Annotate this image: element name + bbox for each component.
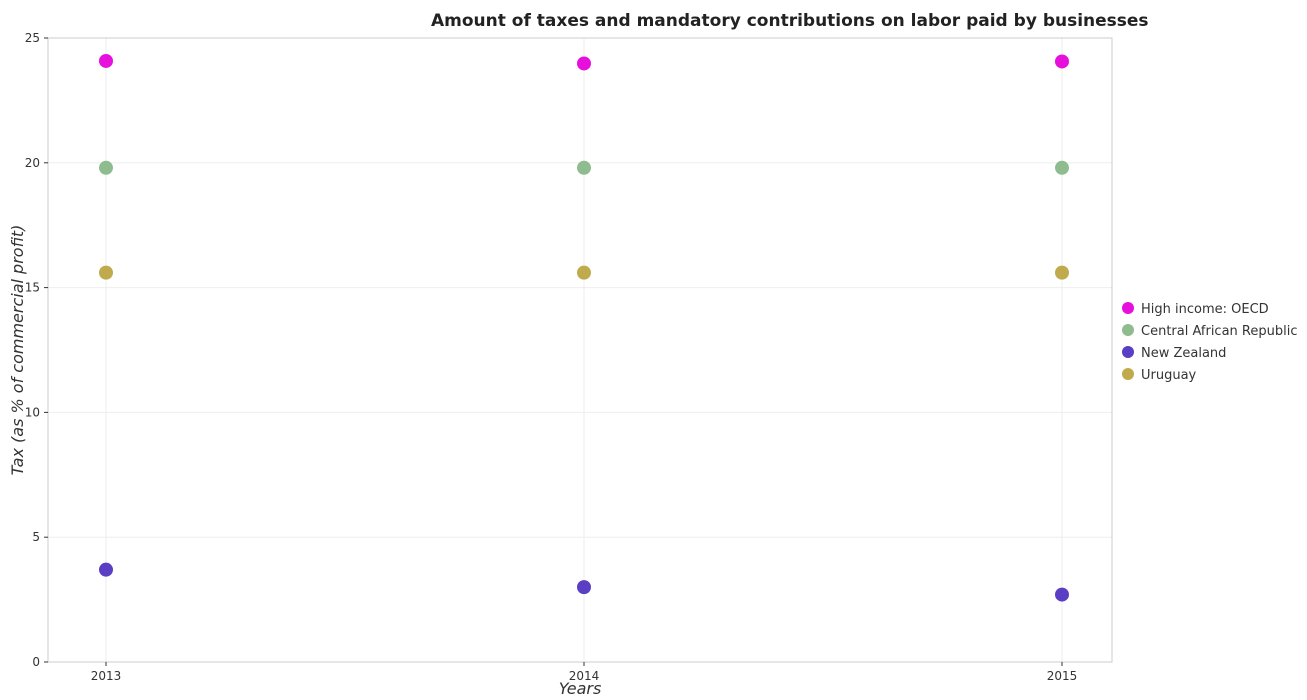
legend-marker [1122,324,1134,336]
x-axis-label: Years [559,679,602,698]
y-axis-label: Tax (as % of commercial profit) [8,225,27,476]
x-tick-label: 2013 [91,669,122,683]
y-tick-label: 10 [25,405,40,419]
y-tick-label: 15 [25,281,40,295]
y-tick-label: 20 [25,156,40,170]
legend-label: High income: OECD [1141,302,1269,317]
data-point [99,562,113,577]
series-2 [99,562,1069,602]
legend-label: Central African Republic [1141,324,1297,339]
legend-marker [1122,302,1134,314]
y-tick-label: 25 [25,31,40,45]
data-point [1055,587,1069,602]
x-axis: 2013 2014 2015 [91,662,1078,683]
data-point [99,160,113,175]
data-point [577,160,591,175]
legend-marker [1122,346,1134,358]
series-0 [99,53,1069,71]
data-point [577,580,591,595]
data-point [1055,160,1069,175]
data-point [99,53,113,68]
legend-label: Uruguay [1141,368,1197,383]
legend-label: New Zealand [1141,346,1226,361]
legend-marker [1122,368,1134,380]
y-tick-label: 0 [32,655,40,669]
data-point [99,265,113,280]
x-tick-label: 2014 [569,669,600,683]
data-point [577,265,591,280]
chart-title: Amount of taxes and mandatory contributi… [431,11,1149,31]
data-point [1055,265,1069,280]
legend: High income: OECD Central African Republi… [1122,302,1297,383]
data-points [99,53,1069,602]
plot-frame [47,37,1113,663]
data-point [577,56,591,71]
series-3 [99,265,1069,280]
y-axis: 0 5 10 15 20 25 [25,31,48,669]
data-point [1055,54,1069,69]
series-1 [99,160,1069,175]
x-tick-label: 2015 [1047,669,1078,683]
grid [48,37,1112,663]
y-tick-label: 5 [32,530,40,544]
